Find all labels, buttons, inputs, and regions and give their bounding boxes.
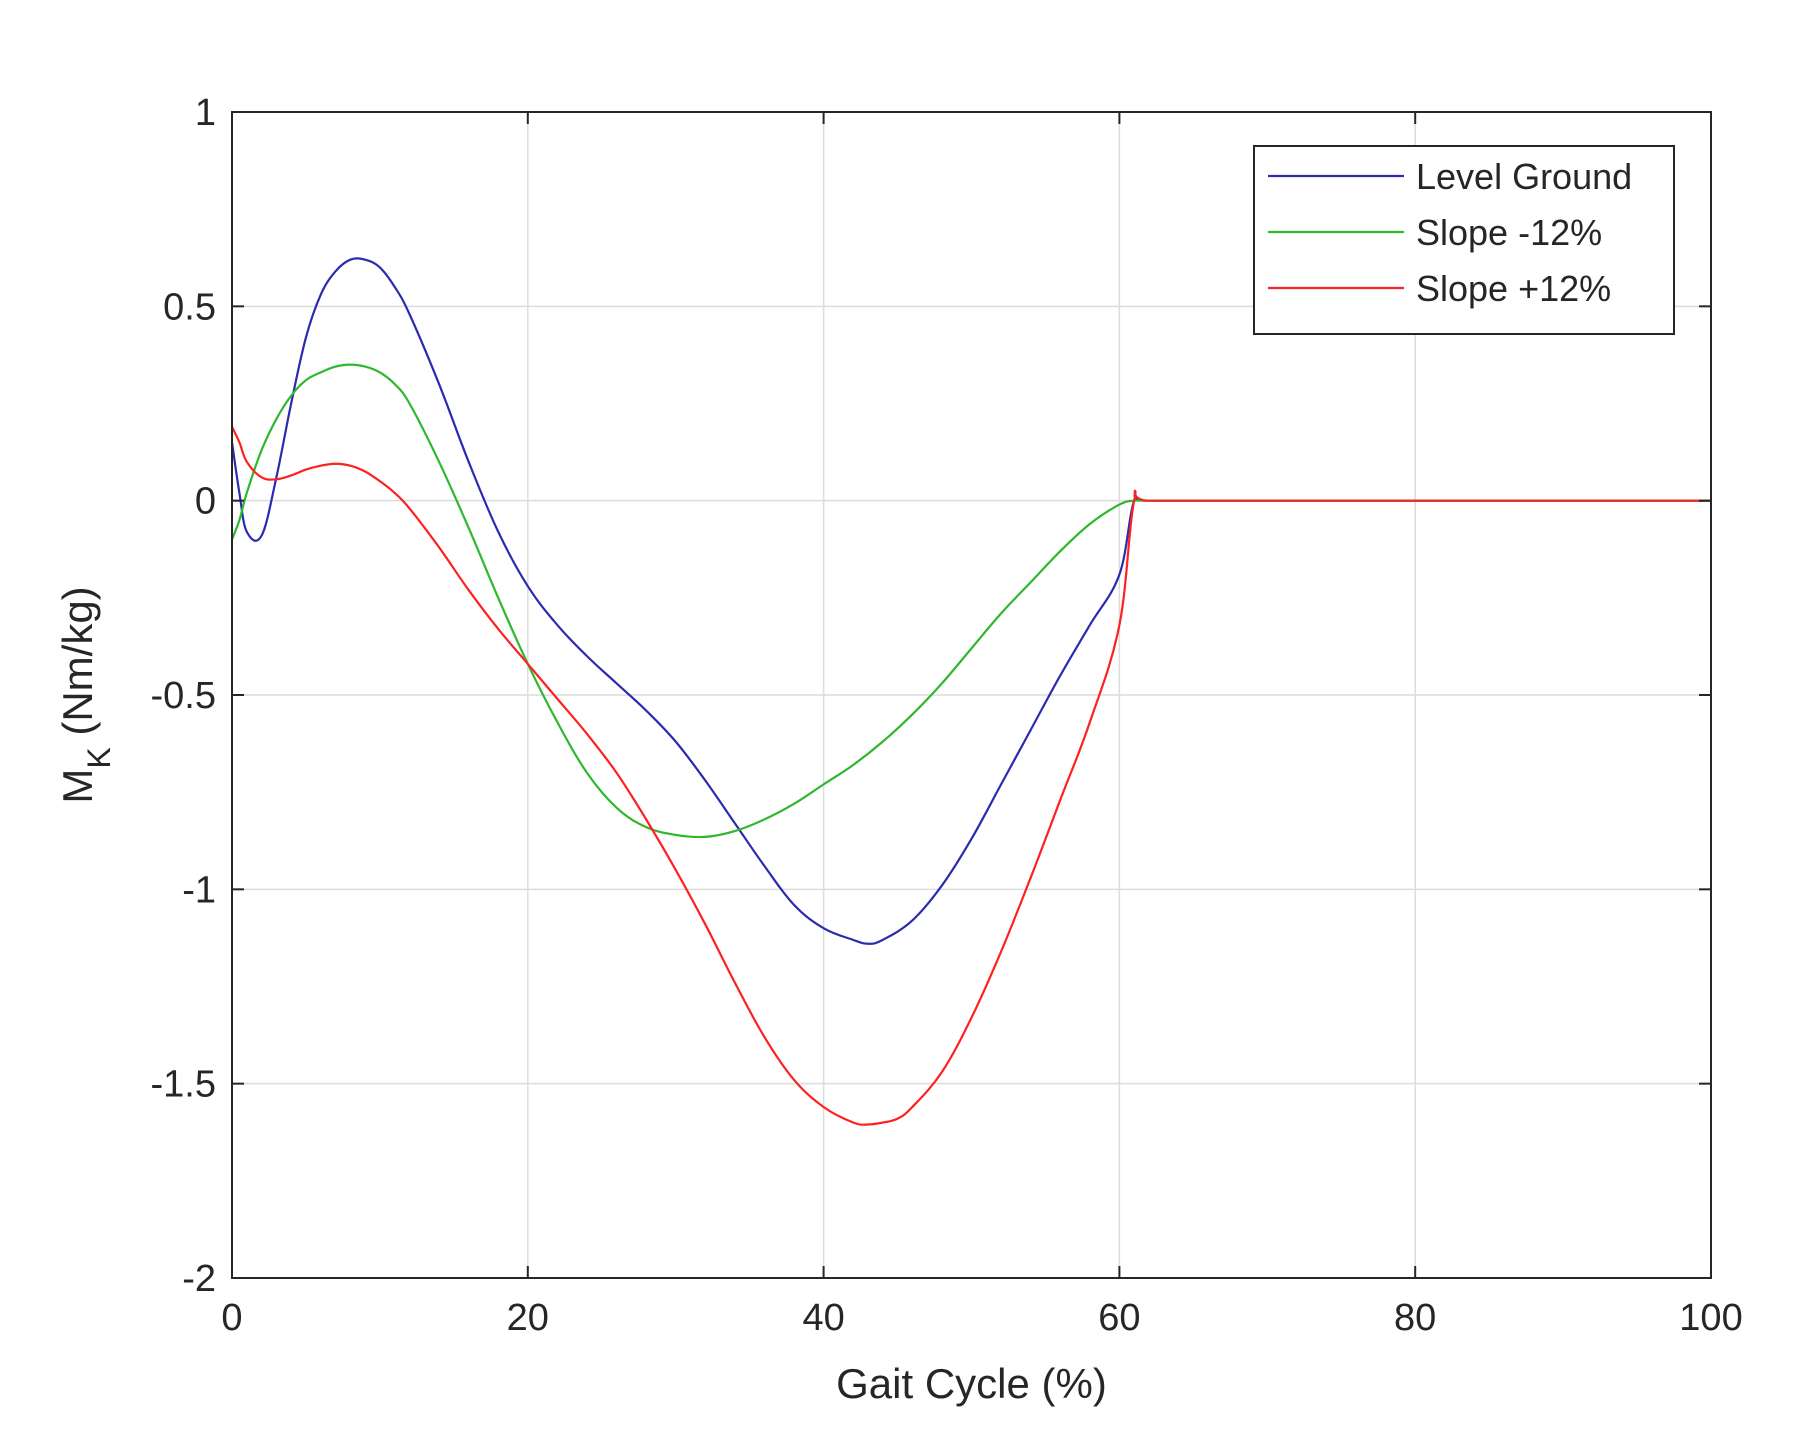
label-layer: Gait Cycle (%) MK (Nm/kg) bbox=[54, 586, 1107, 1407]
series-line-slope-12 bbox=[231, 426, 1712, 1126]
y-tick-label: 0 bbox=[195, 481, 216, 523]
y-tick-label: 1 bbox=[195, 92, 216, 134]
x-axis-title: Gait Cycle (%) bbox=[836, 1360, 1107, 1407]
series-line-level-ground bbox=[230, 257, 1712, 945]
series-layer bbox=[230, 257, 1712, 1126]
y-axis-title-unit: (Nm/kg) bbox=[54, 586, 101, 747]
grid-layer bbox=[231, 111, 1712, 1279]
x-tick-label: 80 bbox=[1394, 1297, 1436, 1339]
x-tick-label: 60 bbox=[1098, 1297, 1140, 1339]
y-tick-label: -1 bbox=[182, 869, 216, 911]
x-tick-label: 100 bbox=[1679, 1297, 1742, 1339]
legend: Level Ground Slope -12% Slope +12% bbox=[1253, 145, 1675, 335]
tick-layer: 0 20 40 60 80 100 1 0.5 0 -0.5 -1 -1.5 -2 bbox=[151, 92, 1743, 1339]
y-tick-label: -0.5 bbox=[151, 675, 216, 717]
x-tick-label: 20 bbox=[507, 1297, 549, 1339]
y-tick-label: -1.5 bbox=[151, 1064, 216, 1106]
y-axis-title-subscript: K bbox=[81, 747, 117, 768]
y-tick-label: 0.5 bbox=[163, 286, 216, 328]
legend-label: Slope -12% bbox=[1416, 212, 1602, 253]
series-line-slope-12 bbox=[230, 363, 1712, 839]
y-axis-title-main: M bbox=[54, 769, 101, 804]
y-tick-label: -2 bbox=[182, 1258, 216, 1300]
y-axis-title: MK (Nm/kg) bbox=[54, 586, 117, 803]
legend-box bbox=[1253, 145, 1675, 335]
legend-label: Slope +12% bbox=[1416, 268, 1611, 309]
legend-label: Level Ground bbox=[1416, 156, 1632, 197]
x-tick-label: 40 bbox=[802, 1297, 844, 1339]
x-tick-label: 0 bbox=[221, 1297, 242, 1339]
